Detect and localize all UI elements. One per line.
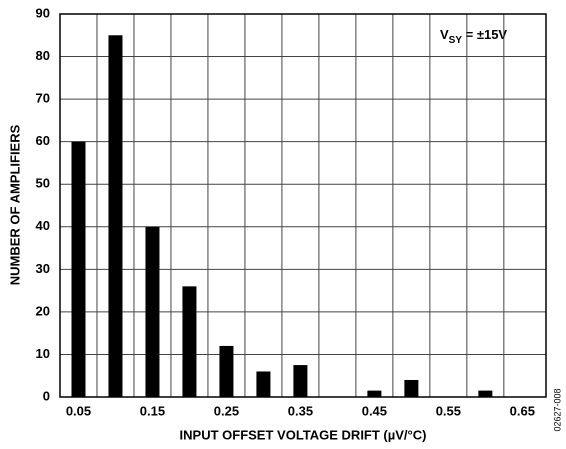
x-tick-label: 0.15	[140, 403, 165, 418]
y-tick-label: 60	[36, 133, 50, 148]
y-tick-label: 0	[43, 388, 50, 403]
y-tick-label: 70	[36, 91, 50, 106]
figure-id: 02627-008	[552, 388, 562, 431]
annotation: VSY = ±15V	[440, 27, 507, 45]
bar	[478, 390, 493, 397]
annotation-sub: SY	[449, 35, 463, 46]
x-axis-title: INPUT OFFSET VOLTAGE DRIFT (µV/°C)	[180, 427, 427, 442]
y-tick-label: 90	[36, 5, 50, 20]
bar	[367, 390, 382, 397]
y-tick-label: 10	[36, 346, 50, 361]
y-axis-title: NUMBER OF AMPLIFIERS	[7, 124, 22, 285]
annotation-rest: = ±15V	[462, 27, 507, 42]
bar	[404, 379, 419, 397]
y-tick-label: 50	[36, 176, 50, 191]
y-tick-label: 20	[36, 303, 50, 318]
bar	[108, 35, 123, 398]
annotation-main: V	[440, 27, 449, 42]
x-tick-label: 0.55	[436, 403, 461, 418]
bar	[182, 286, 197, 397]
bar	[293, 365, 308, 397]
bar	[256, 371, 271, 397]
y-tick-label: 80	[36, 48, 50, 63]
x-tick-label: 0.45	[362, 403, 387, 418]
y-tick-label: 40	[36, 218, 50, 233]
x-tick-label: 0.05	[66, 403, 91, 418]
bar	[219, 345, 234, 397]
x-tick-label: 0.25	[214, 403, 239, 418]
plot-frame	[59, 13, 547, 398]
bar	[71, 141, 86, 397]
x-tick-label: 0.65	[510, 403, 535, 418]
y-tick-label: 30	[36, 261, 50, 276]
bar	[145, 226, 160, 397]
x-tick-label: 0.35	[288, 403, 313, 418]
